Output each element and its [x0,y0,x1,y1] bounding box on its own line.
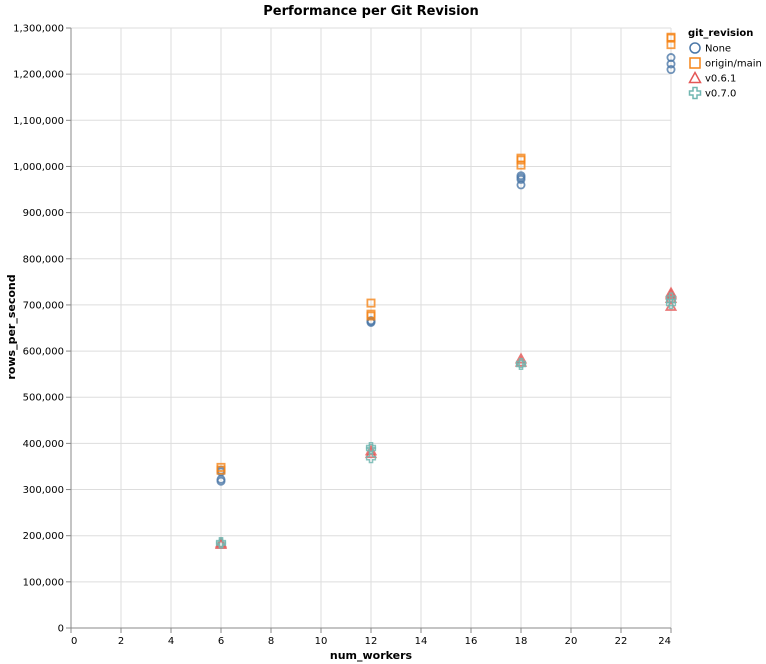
data-point-square [516,153,526,163]
y-tick-label: 0 [58,624,64,635]
data-points [214,32,678,550]
y-tick-label: 1,300,000 [13,24,64,35]
x-tick-label: 14 [415,636,428,647]
legend: git_revision None origin/main v0.6.1 v0.7.0 [688,28,762,100]
x-tick-label: 0 [71,636,77,647]
x-tick-label: 12 [365,636,378,647]
data-point-cross [665,292,677,303]
x-tick-label: 4 [168,636,174,647]
grid-lines [70,27,672,629]
data-point-cross [215,537,227,548]
data-point-square [666,32,676,42]
x-tick-label: 24 [658,636,671,647]
x-tick-label: 20 [565,636,578,647]
axes: 0 2 4 6 8 10 12 14 16 18 20 22 240100,000200,000300,… [13,24,672,647]
y-tick-label: 1,200,000 [13,70,64,81]
legend-symbol-square [689,57,701,69]
y-tick-label: 500,000 [23,393,64,404]
legend-label: v0.7.0 [705,89,736,100]
legend-title: git_revision [688,28,753,39]
x-tick-label: 8 [268,636,274,647]
x-axis-title: num_workers [330,649,413,662]
x-tick-label: 18 [515,636,528,647]
data-point-cross [515,357,527,369]
legend-label: None [705,44,731,55]
y-tick-label: 900,000 [23,208,64,219]
y-tick-label: 400,000 [23,439,64,450]
data-point-circle [666,65,676,75]
y-tick-label: 200,000 [23,531,64,542]
data-point-square [366,298,376,308]
data-point-square [366,309,376,319]
y-axis-title: rows_per_second [5,274,18,379]
x-tick-label: 22 [615,636,628,647]
legend-symbol-triangle [688,70,702,84]
data-point-circle [516,171,526,181]
legend-symbol-cross [688,86,702,100]
x-tick-label: 2 [118,636,124,647]
y-tick-label: 800,000 [23,254,64,265]
legend-label: v0.6.1 [705,74,736,85]
legend-label: origin/main [705,59,762,70]
data-point-cross [365,453,377,464]
x-tick-label: 6 [218,636,224,647]
data-point-square [216,462,226,472]
y-tick-label: 300,000 [23,485,64,496]
data-point-cross [365,441,377,453]
y-tick-label: 1,100,000 [13,116,64,127]
y-tick-label: 1,000,000 [13,162,64,173]
x-tick-label: 10 [315,636,328,647]
legend-symbol-circle [689,42,701,54]
data-point-circle [666,53,676,63]
x-tick-label: 16 [465,636,478,647]
y-tick-label: 700,000 [23,300,64,311]
y-tick-label: 600,000 [23,347,64,358]
chart-title: Performance per Git Revision [263,4,478,19]
y-tick-label: 100,000 [23,577,64,588]
